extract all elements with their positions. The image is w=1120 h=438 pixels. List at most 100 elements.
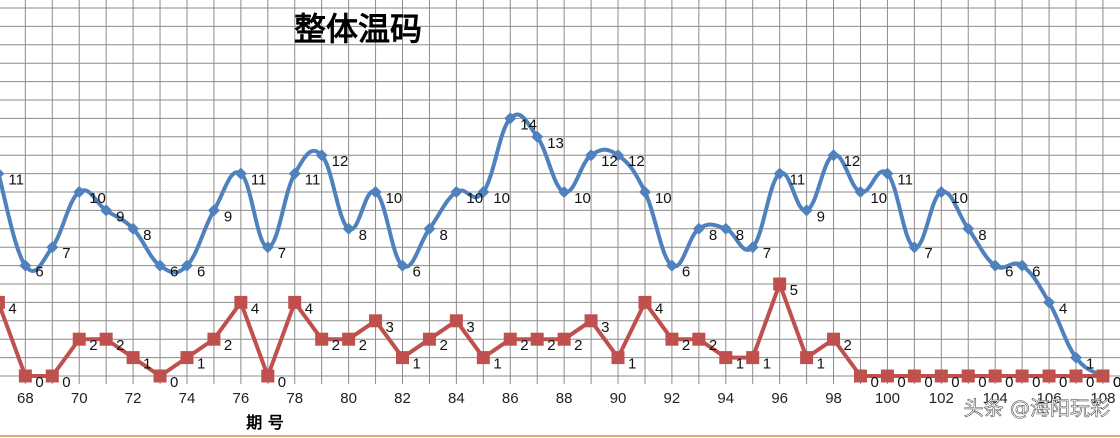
series-point-blue	[558, 186, 571, 198]
data-label-red: 0	[924, 374, 932, 391]
series-point-blue	[1016, 259, 1029, 272]
data-label-blue: 6	[170, 264, 178, 281]
series-point-red	[503, 332, 517, 346]
data-label-blue: 6	[197, 264, 205, 281]
data-label-red: 1	[763, 356, 771, 373]
data-label-blue: 1	[1086, 356, 1094, 373]
data-label-blue: 8	[439, 227, 447, 244]
x-tick-label: 100	[875, 390, 900, 407]
x-tick-label: 106	[1037, 390, 1062, 407]
plot-area	[0, 112, 1110, 383]
series-point-red	[665, 332, 679, 346]
data-label-red: 0	[951, 374, 959, 391]
series-point-blue	[315, 149, 328, 162]
data-label-red: 0	[1113, 374, 1120, 391]
data-label-blue: 7	[763, 245, 771, 262]
data-label-red: 0	[35, 374, 43, 391]
series-point-blue	[504, 112, 517, 125]
series-point-red	[934, 369, 948, 383]
series-point-blue	[477, 186, 490, 198]
data-label-red: 3	[386, 319, 394, 336]
series-point-red	[315, 332, 329, 346]
series-point-red	[261, 369, 275, 383]
series-point-blue	[1070, 351, 1082, 364]
data-label-red: 0	[978, 374, 986, 391]
watermark: 头条 @海阳玩彩	[963, 396, 1110, 421]
data-label-blue: 8	[359, 227, 367, 244]
series-point-blue	[127, 222, 140, 235]
data-label-blue: 12	[628, 153, 645, 170]
series-point-blue	[396, 259, 409, 272]
x-tick-label: 68	[17, 390, 34, 407]
series-point-red	[45, 369, 59, 383]
series-point-blue	[207, 204, 220, 217]
data-label-blue: 12	[332, 153, 349, 170]
data-label-blue: 10	[386, 190, 403, 207]
data-label-blue: 6	[1005, 264, 1013, 281]
x-tick-label: 96	[771, 390, 788, 407]
data-label-red: 2	[844, 337, 852, 354]
data-label-blue: 8	[143, 227, 151, 244]
x-axis-title: 期 号	[246, 413, 284, 432]
series-point-blue	[154, 259, 167, 272]
data-label-red: 0	[1005, 374, 1013, 391]
data-label-blue: 7	[924, 245, 932, 262]
data-label-blue: 6	[35, 264, 43, 281]
data-label-blue: 8	[978, 227, 986, 244]
series-point-red	[126, 351, 140, 365]
x-tick-label: 70	[71, 390, 88, 407]
series-point-red	[422, 332, 436, 346]
series-point-red	[961, 369, 975, 383]
data-label-blue: 10	[89, 190, 106, 207]
x-tick-label: 88	[556, 390, 573, 407]
series-point-blue	[73, 186, 86, 198]
data-label-red: 1	[493, 356, 501, 373]
series-point-red	[827, 332, 841, 346]
data-label-blue: 0	[1113, 374, 1120, 391]
series-point-blue	[612, 149, 625, 162]
series-point-red	[719, 351, 733, 365]
series-point-blue	[719, 222, 732, 235]
data-label-red: 5	[790, 282, 798, 299]
series-point-red	[638, 295, 652, 309]
data-label-blue: 9	[817, 208, 825, 225]
series-point-blue	[881, 167, 894, 180]
data-label-blue: 10	[466, 190, 483, 207]
series-point-blue	[423, 222, 436, 235]
series-point-blue	[261, 241, 274, 254]
data-label-red: 4	[8, 300, 16, 317]
series-point-red	[288, 295, 302, 309]
series-point-blue	[908, 241, 921, 254]
series-point-red	[746, 351, 760, 365]
series-point-blue	[989, 259, 1002, 272]
series-point-blue	[935, 186, 948, 198]
data-label-blue: 9	[116, 208, 124, 225]
x-tick-label: 86	[502, 390, 519, 407]
data-label-blue: 11	[305, 172, 321, 189]
series-point-red	[1042, 369, 1056, 383]
series-point-blue	[0, 169, 5, 179]
series-point-red	[907, 369, 921, 383]
x-tick-label: 76	[233, 390, 250, 407]
data-label-blue: 8	[709, 227, 717, 244]
series-point-red	[72, 332, 86, 346]
data-label-blue: 6	[413, 264, 421, 281]
series-point-red	[0, 295, 5, 309]
series-point-blue	[962, 222, 975, 235]
series-point-red	[234, 295, 248, 309]
series-point-blue	[692, 222, 705, 235]
series-point-red	[1096, 369, 1110, 383]
data-label-blue: 12	[844, 153, 861, 170]
data-label-blue: 10	[574, 190, 591, 207]
data-label-red: 1	[413, 356, 421, 373]
series-point-red	[99, 332, 113, 346]
series-point-blue	[450, 186, 463, 198]
series-point-red	[153, 369, 167, 383]
chart-title: 整体温码	[294, 10, 422, 48]
data-label-blue: 11	[8, 172, 24, 189]
series-point-blue	[800, 204, 813, 217]
data-label-red: 2	[439, 337, 447, 354]
data-label-blue: 10	[870, 190, 887, 207]
series-point-red	[692, 332, 706, 346]
series-point-red	[342, 332, 356, 346]
